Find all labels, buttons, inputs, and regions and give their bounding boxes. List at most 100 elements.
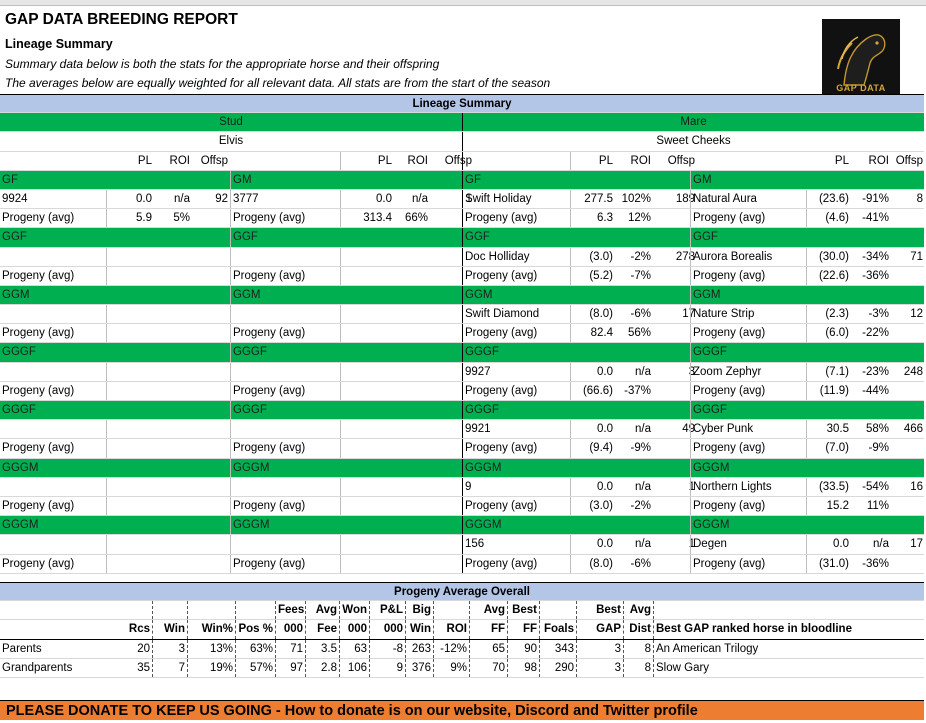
- progeny-col-top: [188, 601, 236, 620]
- generation-label: GF: [462, 170, 690, 189]
- horse-roi: -34%: [862, 250, 889, 263]
- horse-name-mare-sire[interactable]: 9: [462, 477, 570, 496]
- horse-name-stud-sire[interactable]: [0, 420, 106, 438]
- generation-label: GGGM: [462, 458, 690, 477]
- horse-roi: [394, 535, 430, 553]
- progeny-col-top: Won: [340, 601, 370, 620]
- horse-name-stud-sire[interactable]: [0, 305, 106, 323]
- horse-name-mare-sire[interactable]: 9921: [462, 420, 570, 439]
- progeny-pl: (8.0): [570, 554, 615, 573]
- progeny-roi: 56%: [627, 327, 651, 340]
- mare-name[interactable]: Sweet Cheeks: [462, 132, 924, 151]
- progeny-value: 106: [340, 658, 370, 677]
- generation-label: GGGF: [230, 343, 462, 362]
- generation-label: GGGF: [462, 401, 690, 420]
- horse-name-mare-dam[interactable]: Natural Aura: [690, 189, 806, 209]
- progeny-roi: -36%: [862, 269, 889, 282]
- horse-name-stud-sire[interactable]: [0, 535, 106, 553]
- progeny-label: Progeny (avg): [462, 439, 570, 458]
- horse-stats-row: 9921 0.0 n/a 49 Cyber Punk 30.5 58% 466: [0, 420, 924, 440]
- horse-name-mare-sire[interactable]: 9927: [462, 362, 570, 381]
- stud-mare-header: Stud Mare: [0, 113, 924, 133]
- generation-label-row: GGGM GGGM GGGM GGGM: [0, 516, 924, 536]
- progeny-col-top: Best: [577, 601, 624, 620]
- horse-pl: [106, 420, 154, 439]
- donate-banner[interactable]: PLEASE DONATE TO KEEP US GOING - How to …: [0, 700, 924, 720]
- column-divider: [462, 381, 463, 400]
- horse-pl: [340, 305, 394, 324]
- progeny-value: 63: [340, 639, 370, 658]
- progeny-avg-row: Progeny (avg) 5.9 5% Progeny (avg) 313.4 66% P…: [0, 209, 924, 229]
- progeny-data-row: Grandparents 35 7 19% 57% 97 2.8 106 9 376 9% 70 98 2…: [0, 658, 924, 678]
- report-header: GAP DATA BREEDING REPORT Lineage Summary…: [0, 6, 926, 95]
- horse-pl: [106, 362, 154, 381]
- stud-name[interactable]: Elvis: [218, 135, 244, 148]
- horse-name-mare-dam[interactable]: Northern Lights: [690, 477, 806, 496]
- generation-label: GGF: [230, 228, 462, 247]
- progeny-value: 65: [470, 639, 508, 658]
- progeny-roi: -36%: [862, 557, 889, 570]
- horse-name-mare-sire[interactable]: Swift Holiday: [462, 189, 570, 209]
- best-ranked-horse[interactable]: An American Trilogy: [656, 642, 759, 655]
- horse-name-mare-sire[interactable]: Swift Diamond: [462, 305, 570, 324]
- progeny-row-label: Parents: [2, 642, 42, 655]
- horse-name-mare-dam[interactable]: Aurora Borealis: [690, 247, 806, 266]
- generation-label: GM: [690, 170, 924, 189]
- horse-pl: [340, 477, 394, 496]
- horse-name-mare-dam[interactable]: Degen: [690, 535, 806, 554]
- generation-label: GGF: [462, 228, 690, 247]
- horse-name-stud-sire[interactable]: [0, 478, 106, 496]
- progeny-label: Progeny (avg): [230, 324, 340, 343]
- horse-pl: 0.0: [570, 362, 615, 381]
- horse-offsp: [192, 248, 230, 266]
- horse-roi: 58%: [865, 423, 889, 436]
- progeny-label: Progeny (avg): [230, 381, 340, 400]
- progeny-roi: -37%: [624, 384, 651, 397]
- horse-name-mare-sire[interactable]: Doc Holliday: [462, 247, 570, 266]
- horse-offsp: [192, 420, 230, 438]
- progeny-value: 9: [370, 658, 406, 677]
- progeny-label: Progeny (avg): [690, 496, 806, 516]
- progeny-label: Progeny (avg): [690, 381, 806, 400]
- horse-name-stud-dam[interactable]: [230, 420, 340, 439]
- horse-name-stud-dam[interactable]: [230, 247, 340, 266]
- stud-label: Stud: [219, 116, 243, 129]
- horse-name-mare-dam[interactable]: Zoom Zephyr: [690, 362, 806, 381]
- progeny-pl: (22.6): [806, 266, 851, 285]
- horse-roi: [394, 478, 430, 496]
- horse-pl: [340, 247, 394, 266]
- horse-pl: [340, 420, 394, 439]
- horse-name-stud-dam[interactable]: [230, 477, 340, 496]
- horse-name-stud-dam[interactable]: 3777: [230, 189, 340, 209]
- progeny-col-top: P&L: [370, 601, 406, 620]
- horse-name-stud-sire[interactable]: 9924: [2, 192, 28, 205]
- progeny-roi: [154, 267, 192, 285]
- column-divider: [462, 151, 463, 170]
- column-divider: [462, 266, 463, 285]
- lineage-summary-header: Lineage Summary: [0, 94, 924, 114]
- progeny-value: 263: [406, 639, 434, 658]
- horse-name-mare-dam[interactable]: Cyber Punk: [690, 420, 806, 439]
- horse-name-mare-dam[interactable]: Nature Strip: [690, 305, 806, 324]
- progeny-col-header: 000: [340, 620, 370, 639]
- progeny-roi: -7%: [630, 269, 651, 282]
- progeny-label: Progeny (avg): [690, 266, 806, 285]
- progeny-pl: 313.4: [340, 209, 394, 228]
- progeny-pl: (5.2): [570, 266, 615, 285]
- horse-roi: n/a: [174, 192, 190, 205]
- progeny-roi: [394, 555, 430, 573]
- best-ranked-horse[interactable]: Slow Gary: [656, 661, 710, 674]
- horse-name-stud-dam[interactable]: [230, 535, 340, 554]
- horse-name-stud-sire[interactable]: [0, 248, 106, 266]
- progeny-pl: (6.0): [806, 324, 851, 343]
- horse-roi: [154, 248, 192, 266]
- horse-name-mare-sire[interactable]: 156: [462, 535, 570, 554]
- horse-name-stud-dam[interactable]: [230, 305, 340, 324]
- horse-name-stud-dam[interactable]: [230, 362, 340, 381]
- generation-label: GGM: [462, 285, 690, 305]
- progeny-col-top: Avg: [624, 601, 654, 620]
- progeny-pl: [340, 266, 394, 285]
- horse-offsp: 1: [688, 480, 695, 493]
- horse-name-stud-sire[interactable]: [0, 363, 106, 381]
- col-header-pl: PL: [834, 154, 849, 167]
